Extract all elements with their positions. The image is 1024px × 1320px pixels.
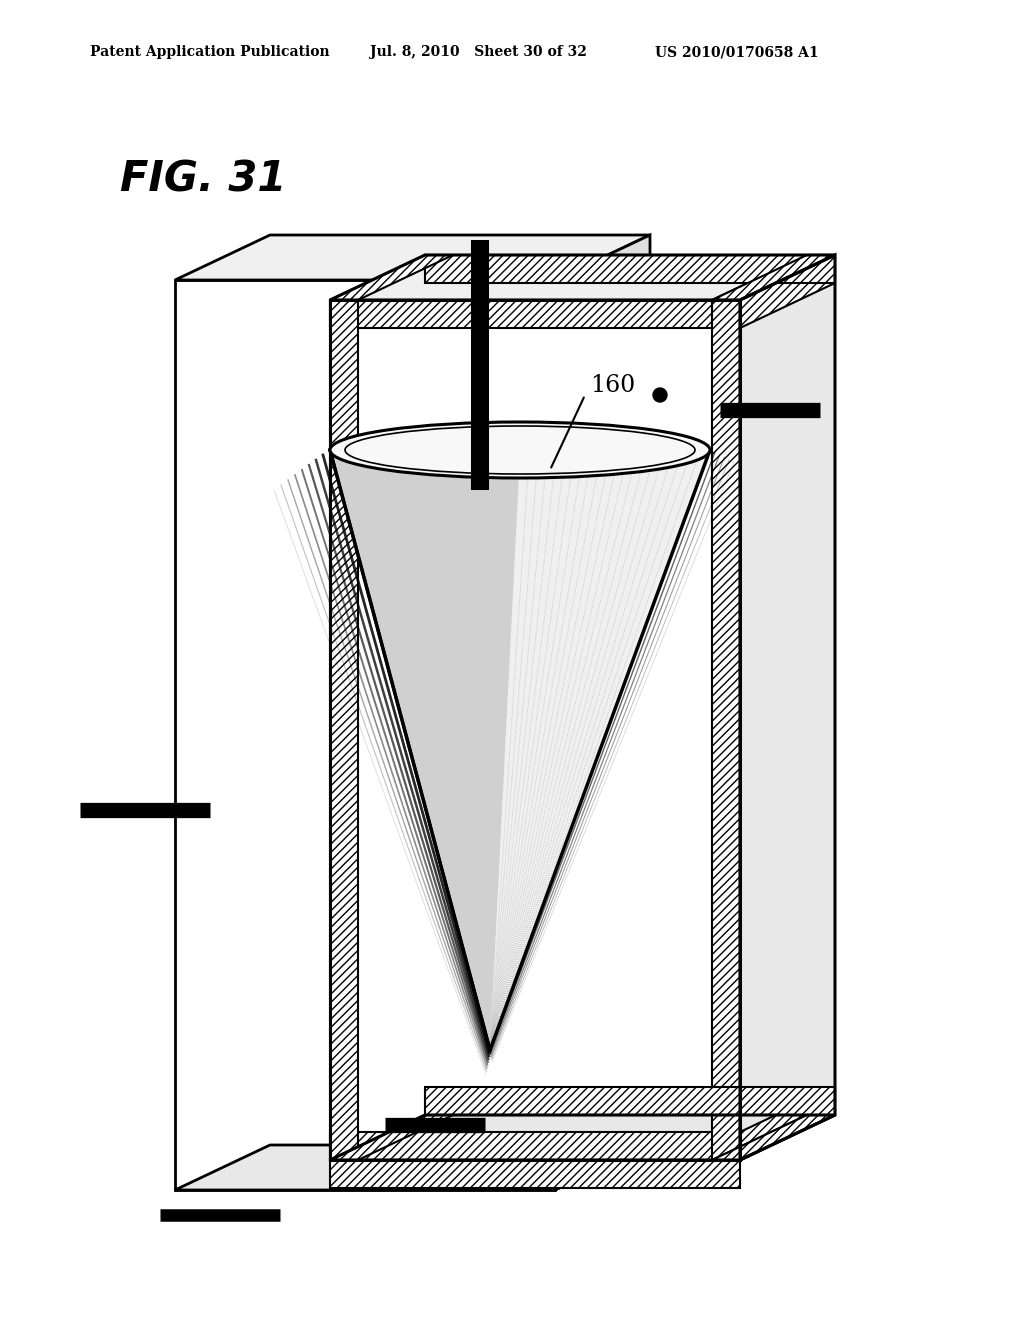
Polygon shape (740, 255, 835, 327)
Polygon shape (330, 300, 358, 1160)
Text: Jul. 8, 2010   Sheet 30 of 32: Jul. 8, 2010 Sheet 30 of 32 (370, 45, 587, 59)
Polygon shape (330, 255, 835, 300)
Polygon shape (712, 255, 835, 300)
Polygon shape (712, 255, 835, 300)
Polygon shape (425, 255, 835, 282)
Text: US 2010/0170658 A1: US 2010/0170658 A1 (655, 45, 818, 59)
Circle shape (653, 388, 667, 403)
Polygon shape (330, 300, 740, 327)
Polygon shape (740, 1086, 835, 1160)
Polygon shape (330, 1133, 740, 1160)
Polygon shape (330, 255, 453, 300)
Text: FIG. 31: FIG. 31 (120, 158, 287, 201)
Polygon shape (712, 1115, 835, 1160)
Polygon shape (330, 300, 740, 1160)
Polygon shape (175, 235, 650, 280)
Ellipse shape (330, 422, 710, 478)
Polygon shape (740, 255, 835, 1160)
Polygon shape (175, 1144, 650, 1191)
Polygon shape (712, 1115, 835, 1160)
Polygon shape (330, 1115, 835, 1160)
Polygon shape (330, 1160, 740, 1188)
Polygon shape (425, 1086, 835, 1115)
Polygon shape (330, 1115, 453, 1160)
Text: Patent Application Publication: Patent Application Publication (90, 45, 330, 59)
Polygon shape (175, 280, 555, 1191)
Polygon shape (330, 450, 520, 1049)
Text: 160: 160 (590, 374, 635, 396)
Polygon shape (712, 300, 740, 1160)
Polygon shape (555, 235, 650, 1191)
Polygon shape (490, 450, 710, 1049)
